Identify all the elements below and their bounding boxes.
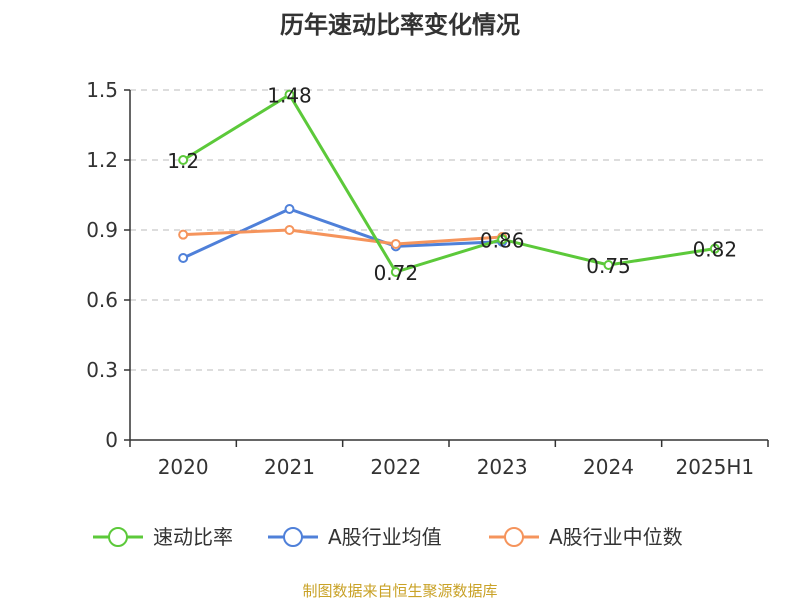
data-labels: 1.2 1.48 0.72 0.86 0.75 0.82 — [167, 84, 737, 285]
data-label: 0.75 — [586, 254, 631, 278]
data-label: 0.72 — [374, 261, 419, 285]
legend-item: A股行业中位数 — [489, 525, 683, 549]
y-tick-label: 0.3 — [86, 358, 118, 382]
legend-marker — [283, 527, 303, 547]
data-point — [178, 155, 189, 165]
series-0 — [178, 89, 720, 277]
data-label: 1.2 — [167, 149, 199, 173]
x-tick-label: 2025H1 — [675, 455, 754, 479]
x-tick-label: 2024 — [583, 455, 634, 479]
legend-item: 速动比率 — [93, 525, 233, 549]
legend-marker — [504, 527, 524, 547]
x-tick-label: 2021 — [264, 455, 315, 479]
x-tick-label: 2020 — [158, 455, 209, 479]
legend-label: 速动比率 — [153, 525, 233, 549]
data-label: 0.82 — [693, 238, 738, 262]
data-point — [603, 260, 614, 270]
y-tick-label: 1.5 — [86, 78, 118, 102]
x-tick-label: 2023 — [477, 455, 528, 479]
data-label: 1.48 — [267, 84, 312, 108]
legend: 速动比率 A股行业均值 A股行业中位数 — [93, 525, 683, 549]
x-tick-label: 2022 — [370, 455, 421, 479]
data-point — [497, 234, 508, 245]
axes: 0 0.3 0.6 0.9 1.2 1.5 2020 2021 2022 2023 2024 2025… — [86, 78, 769, 479]
legend-item: A股行业均值 — [268, 525, 442, 549]
data-point — [284, 89, 295, 100]
data-point — [709, 243, 720, 254]
series-line — [182, 93, 716, 274]
data-point — [178, 229, 189, 240]
data-point — [390, 239, 401, 249]
y-tick-label: 0.6 — [86, 288, 118, 312]
data-point — [284, 225, 295, 235]
legend-label: A股行业中位数 — [549, 525, 683, 549]
legend-marker — [108, 527, 128, 547]
data-point — [390, 267, 401, 277]
data-point — [284, 204, 295, 214]
legend-label: A股行业均值 — [328, 525, 442, 549]
data-label: 0.86 — [480, 228, 525, 252]
y-tick-label: 0 — [105, 428, 118, 452]
grid — [130, 89, 768, 371]
series-2 — [178, 225, 508, 249]
y-tick-label: 1.2 — [86, 148, 118, 172]
chart-title: 历年速动比率变化情况 — [280, 11, 520, 39]
series-line — [183, 228, 503, 246]
source-note: 制图数据来自恒生聚源数据库 — [302, 582, 497, 600]
data-point — [178, 253, 189, 263]
series-layer — [178, 89, 720, 277]
y-tick-label: 0.9 — [86, 218, 118, 242]
